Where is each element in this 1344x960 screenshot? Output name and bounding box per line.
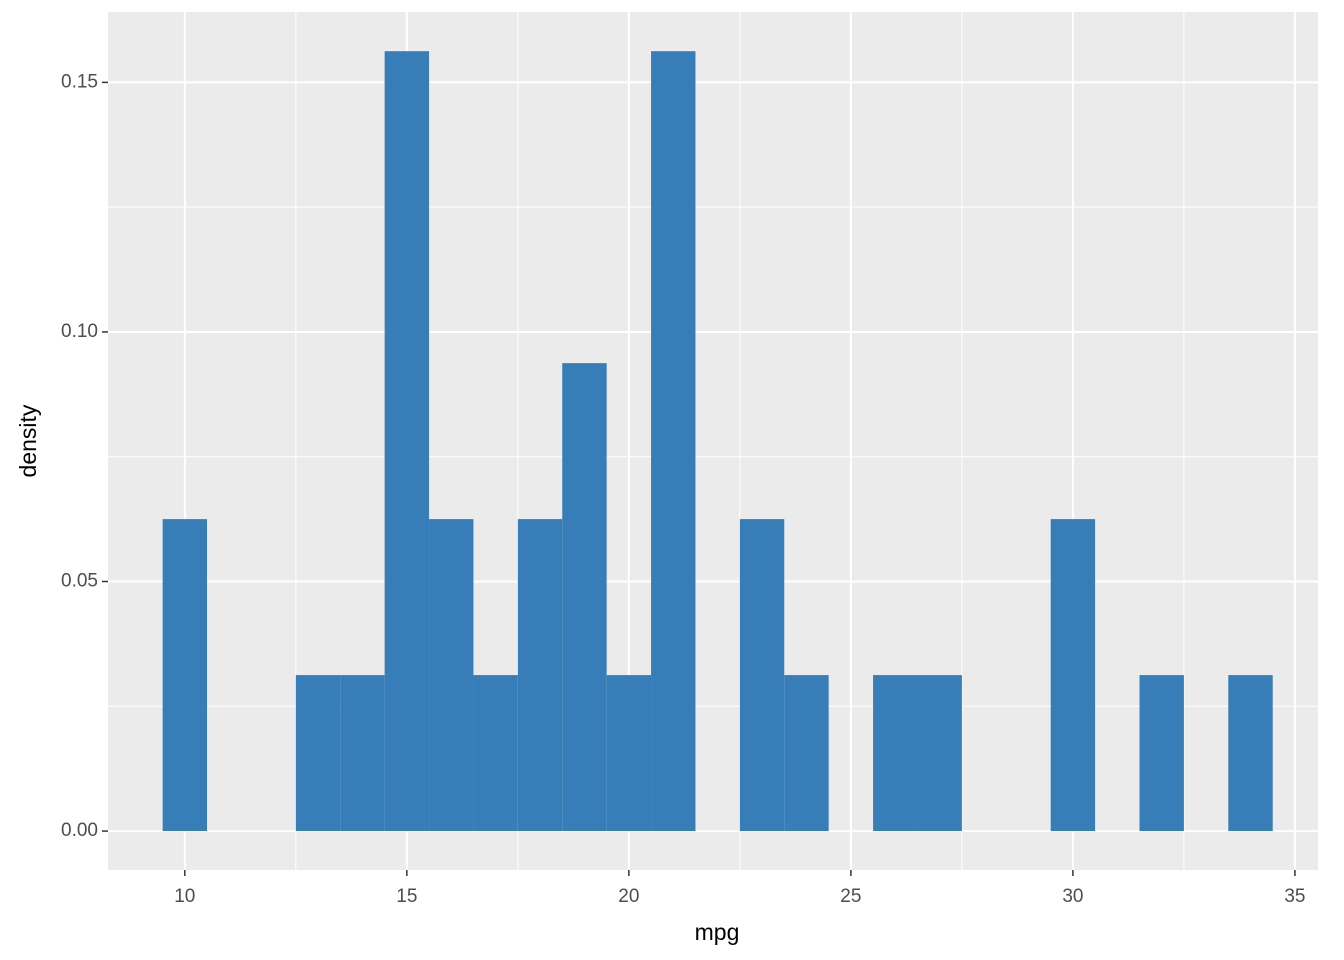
bar xyxy=(473,675,518,832)
bar xyxy=(606,675,652,832)
x-tick-label: 35 xyxy=(1284,886,1305,907)
bar xyxy=(517,519,563,832)
y-tick-label: 0.10 xyxy=(61,321,98,342)
y-tick-label: 0.05 xyxy=(61,571,98,592)
y-axis-title: density xyxy=(15,404,41,477)
bar xyxy=(1139,675,1184,832)
y-tick-label: 0.00 xyxy=(61,820,98,841)
y-tick-label: 0.15 xyxy=(61,71,98,92)
bar xyxy=(784,675,829,832)
bar xyxy=(873,675,918,832)
x-tick-label: 15 xyxy=(396,886,417,907)
bar xyxy=(1050,519,1096,832)
x-tick-label: 25 xyxy=(840,886,861,907)
bar xyxy=(384,51,430,832)
x-tick-label: 30 xyxy=(1062,886,1083,907)
x-tick-label: 10 xyxy=(174,886,195,907)
bar xyxy=(917,675,962,832)
bar xyxy=(429,519,474,832)
x-tick-label: 20 xyxy=(618,886,639,907)
bar xyxy=(739,519,785,832)
bar xyxy=(340,675,385,832)
x-axis-title: mpg xyxy=(695,919,740,945)
bar xyxy=(651,51,696,832)
bar xyxy=(162,519,208,832)
bar xyxy=(1228,675,1273,832)
bar xyxy=(562,363,607,832)
panel xyxy=(108,12,1318,870)
bar xyxy=(295,675,341,832)
